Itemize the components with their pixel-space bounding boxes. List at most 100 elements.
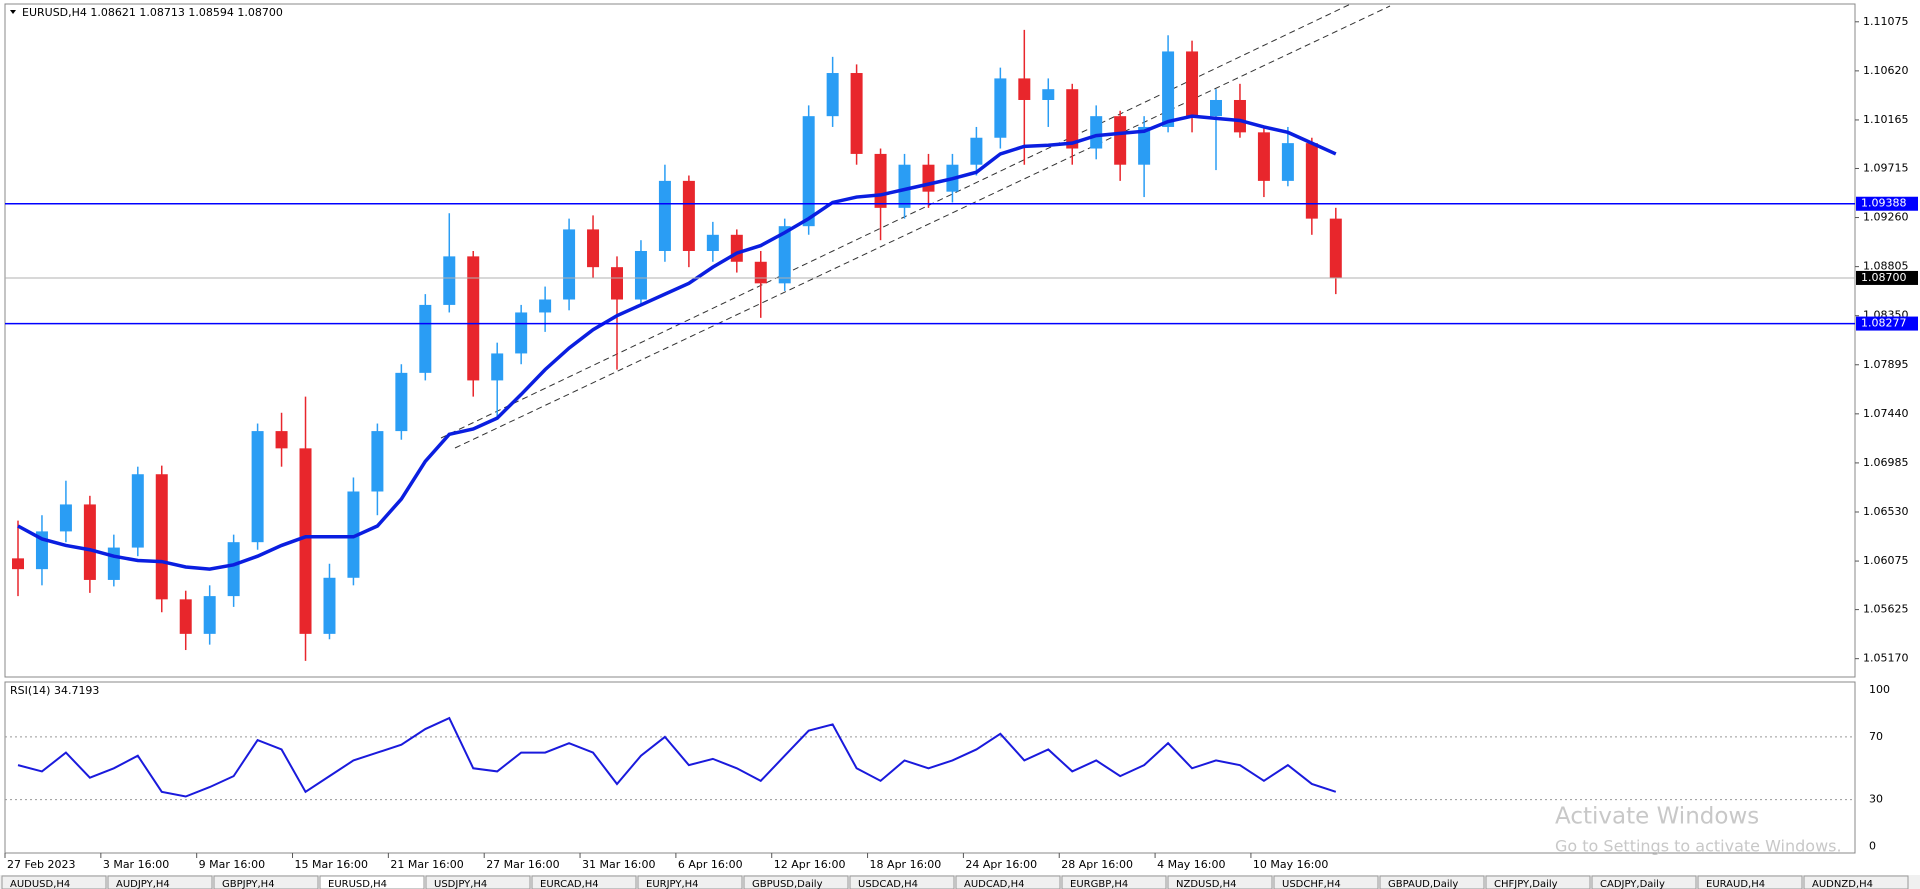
tab-label: CADJPY,Daily [1600,879,1665,889]
candle-body [131,474,144,548]
y-tick-label: 0 [1869,840,1876,853]
candle-body [970,137,983,165]
tab-label: GBPAUD,Daily [1388,879,1458,889]
candle-body [395,372,408,432]
candle-body [730,234,743,262]
candle-body [1138,126,1151,165]
tab[interactable] [1273,875,1379,889]
candle-body [467,256,480,381]
candle-body [658,180,671,251]
tab[interactable] [1,875,107,889]
tab-label: AUDJPY,H4 [116,879,170,889]
tab[interactable] [213,875,319,889]
rsi-title: RSI(14) 34.7193 [10,684,99,697]
tab[interactable] [107,875,213,889]
y-tick-label: 1.09715 [1863,161,1909,174]
candle-body [1257,132,1270,181]
chart-title: EURUSD,H4 1.08621 1.08713 1.08594 1.0870… [22,6,283,19]
tab[interactable] [743,875,849,889]
y-tick-label: 1.10165 [1863,113,1909,126]
candle-body [563,229,576,300]
candle-body [323,577,336,634]
price-label: 1.08277 [1861,317,1907,330]
y-tick-label: 1.06530 [1863,505,1909,518]
menu-arrow[interactable] [10,10,16,14]
candle-body [371,431,384,492]
candle-body [706,234,719,251]
y-tick-label: 1.05625 [1863,603,1909,616]
tab[interactable] [1697,875,1803,889]
x-tick-label: 9 Mar 16:00 [199,858,265,871]
main-pane [4,3,1856,678]
price-label: 1.09388 [1861,197,1907,210]
candle-body [802,116,815,227]
current-price-box [1856,270,1918,285]
candle-body [1042,89,1055,100]
tab-label: EURCAD,H4 [540,879,599,889]
candle-body [874,153,887,208]
candle-body [347,491,360,578]
tab-label: USDJPY,H4 [434,879,487,889]
candle-body [227,542,240,597]
candle-body [251,431,264,543]
tab[interactable] [1485,875,1591,889]
candle-body [754,261,767,284]
tab[interactable] [1061,875,1167,889]
x-tick-label: 21 Mar 16:00 [390,858,463,871]
trend-channel [440,4,1391,449]
tab[interactable] [637,875,743,889]
plot-area [12,29,1342,661]
candle-body [1066,89,1079,149]
candle-body [1090,116,1103,149]
tab[interactable] [955,875,1061,889]
tab[interactable] [1591,875,1697,889]
tab-label: GBPUSD,Daily [752,879,823,889]
trend-line [454,5,1391,449]
y-tick-label: 1.10620 [1863,64,1909,77]
x-tick-label: 31 Mar 16:00 [582,858,655,871]
tab-label: EURAUD,H4 [1706,879,1765,889]
candle-body [634,250,647,300]
candle-body [1305,143,1318,219]
tab-label: USDCHF,H4 [1282,879,1341,889]
y-tick-label: 1.07440 [1863,407,1909,420]
candle-body [83,504,96,580]
candle-body [179,599,192,634]
tab-label: EURUSD,H4 [328,879,387,889]
y-tick-label: 1.07895 [1863,358,1909,371]
tab[interactable] [1379,875,1485,889]
x-tick-label: 3 Mar 16:00 [103,858,169,871]
candle-body [203,596,216,634]
candle-body [59,504,72,532]
candle-body [12,558,24,570]
x-tick-label: 27 Mar 16:00 [486,858,559,871]
candle-body [1210,99,1222,117]
candle-body [299,448,312,634]
tab[interactable] [1803,875,1909,889]
candle-body [682,180,695,251]
candle-body [1018,78,1031,100]
candle-body [611,267,623,300]
tab[interactable] [849,875,955,889]
y-tick-label: 100 [1869,683,1890,696]
x-tick-label: 15 Mar 16:00 [295,858,368,871]
candle-body [275,431,288,449]
candle-body [850,73,863,154]
x-tick-label: 6 Apr 16:00 [678,858,743,871]
candle-body [994,78,1007,138]
price-label-box [1856,196,1918,211]
candle-body [826,73,839,117]
candle-body [1233,99,1246,133]
candle-body [587,229,600,268]
rsi-pane [4,681,1856,854]
tab[interactable] [425,875,531,889]
candle-body [419,304,432,373]
tab[interactable] [319,875,425,889]
tab[interactable] [1167,875,1273,889]
candle-body [898,164,911,208]
tab[interactable] [531,875,637,889]
rsi-line [17,716,1337,798]
watermark-text: Go to Settings to activate Windows. [1555,837,1842,856]
candle-body [1162,51,1175,127]
